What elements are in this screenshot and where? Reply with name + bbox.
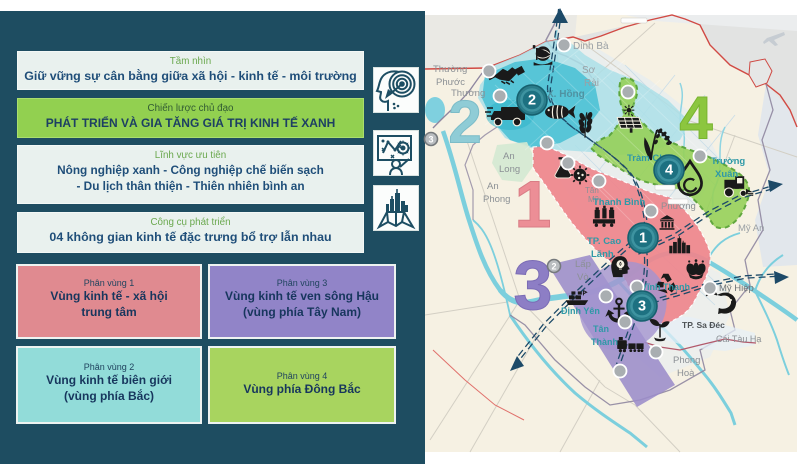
svg-text:1: 1 bbox=[515, 167, 552, 241]
svg-text:TP. Cao: TP. Cao bbox=[587, 236, 621, 247]
svg-text:Lãnh: Lãnh bbox=[591, 249, 614, 260]
svg-text:Tân: Tân bbox=[585, 186, 599, 195]
svg-text:Phong: Phong bbox=[673, 355, 700, 366]
svg-text:2: 2 bbox=[528, 93, 536, 109]
svg-text:3: 3 bbox=[638, 299, 646, 315]
svg-text:Lấp: Lấp bbox=[575, 259, 591, 270]
svg-text:Mỹ An: Mỹ An bbox=[738, 223, 764, 234]
svg-text:Phước: Phước bbox=[436, 77, 465, 88]
svg-text:3: 3 bbox=[428, 135, 433, 145]
svg-text:Tân: Tân bbox=[593, 324, 609, 334]
svg-text:Thường: Thường bbox=[451, 88, 485, 99]
svg-text:Thanh Bình: Thanh Bình bbox=[593, 197, 645, 208]
svg-text:Phương: Phương bbox=[661, 201, 696, 212]
svg-text:1: 1 bbox=[639, 231, 647, 247]
svg-text:An: An bbox=[487, 181, 499, 192]
svg-text:4: 4 bbox=[665, 163, 673, 179]
svg-text:Vò: Vò bbox=[577, 272, 589, 283]
svg-text:An: An bbox=[503, 151, 515, 162]
svg-text:Tràm Chim: Tràm Chim bbox=[627, 153, 676, 164]
svg-text:2: 2 bbox=[448, 89, 481, 156]
svg-text:Long: Long bbox=[499, 164, 520, 175]
svg-text:X. Hồng: X. Hồng bbox=[547, 88, 585, 100]
svg-text:Rài: Rài bbox=[584, 78, 599, 89]
svg-text:2: 2 bbox=[551, 262, 556, 272]
svg-text:Sơ: Sơ bbox=[582, 65, 596, 76]
svg-text:Phong: Phong bbox=[483, 194, 510, 205]
svg-text:3: 3 bbox=[514, 246, 553, 324]
svg-text:TP. Sa Đéc: TP. Sa Đéc bbox=[682, 320, 725, 330]
svg-text:Thành: Thành bbox=[591, 337, 618, 347]
svg-text:4: 4 bbox=[679, 85, 713, 152]
svg-text:Xuân: Xuân bbox=[715, 169, 738, 180]
svg-text:Vĩnh Thạnh: Vĩnh Thạnh bbox=[641, 282, 690, 292]
svg-text:Hoà: Hoà bbox=[677, 368, 695, 379]
svg-text:Dinh Bà: Dinh Bà bbox=[573, 41, 609, 52]
svg-text:Cái Tàu Hạ: Cái Tàu Hạ bbox=[716, 334, 761, 344]
svg-text:Mỹ: Mỹ bbox=[588, 195, 599, 204]
svg-text:Trường: Trường bbox=[711, 156, 745, 167]
svg-text:Định Yên: Định Yên bbox=[561, 306, 600, 316]
svg-text:Mỹ Hiệp: Mỹ Hiệp bbox=[719, 283, 754, 294]
svg-text:Thường: Thường bbox=[433, 64, 467, 75]
